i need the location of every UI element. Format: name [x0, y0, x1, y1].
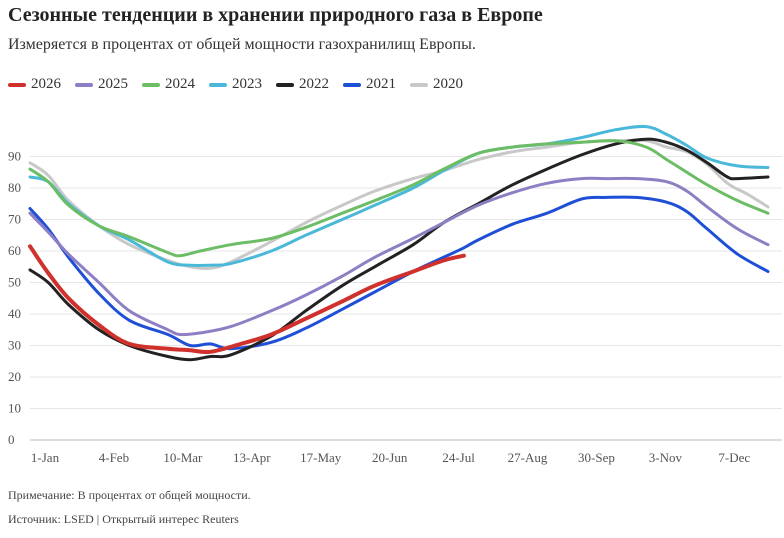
series-line-2022 [28, 137, 770, 362]
legend-label: 2025 [98, 76, 128, 92]
y-tick-label: 20 [8, 369, 21, 384]
y-tick-label: 50 [8, 275, 21, 290]
footnote-note: Примечание: В процентах от общей мощност… [8, 488, 251, 502]
legend-label: 2026 [31, 76, 61, 92]
legend-swatch [276, 82, 294, 87]
x-tick-label: 7-Dec [718, 450, 750, 465]
x-tick-label: 3-Nov [649, 450, 683, 465]
chart-title: Сезонные тенденции в хранении природного… [8, 4, 543, 26]
legend-item-2021: 2021 [343, 76, 396, 93]
legend-label: 2020 [433, 76, 463, 92]
x-tick-label: 20-Jun [372, 450, 408, 465]
legend-swatch [209, 82, 227, 87]
x-tick-label: 13-Apr [233, 450, 271, 465]
series-line-2020 [28, 138, 770, 271]
legend-item-2023: 2023 [209, 76, 262, 93]
y-tick-label: 80 [8, 180, 21, 195]
y-tick-label: 40 [8, 306, 21, 321]
x-tick-label: 1-Jan [31, 450, 60, 465]
x-tick-label: 4-Feb [99, 450, 129, 465]
legend-item-2026: 2026 [8, 76, 61, 93]
y-tick-label: 90 [8, 149, 21, 164]
y-tick-label: 0 [8, 432, 15, 447]
y-tick-label: 10 [8, 401, 21, 416]
series-line-2024 [28, 139, 770, 258]
line-chart: 0 10 20 30 40 50 60 70 80 90 1-Jan 4-Feb 10-Mar 13-Ap… [8, 124, 782, 465]
legend-swatch [142, 82, 160, 87]
x-tick-label: 10-Mar [163, 450, 203, 465]
legend-label: 2023 [232, 76, 262, 92]
legend-item-2020: 2020 [410, 76, 463, 93]
legend-item-2025: 2025 [75, 76, 128, 93]
y-tick-label: 70 [8, 212, 21, 227]
chart-legend: 2026 2025 2024 2023 2022 2021 2020 [8, 76, 477, 93]
x-tick-label: 17-May [300, 450, 342, 465]
y-tick-label: 30 [8, 338, 21, 353]
legend-label: 2024 [165, 76, 195, 92]
x-tick-label: 24-Jul [442, 450, 475, 465]
legend-swatch [75, 82, 93, 87]
x-tick-label: 27-Aug [508, 450, 548, 465]
legend-swatch [8, 82, 26, 87]
chart-subtitle: Измеряется в процентах от общей мощности… [8, 36, 476, 53]
footnote-source: Источник: LSED | Открытый интерес Reuter… [8, 512, 239, 526]
series-line-2023 [28, 124, 770, 267]
legend-item-2022: 2022 [276, 76, 329, 93]
x-tick-label: 30-Sep [578, 450, 615, 465]
legend-label: 2021 [366, 76, 396, 92]
series-line-2025 [28, 176, 770, 337]
legend-label: 2022 [299, 76, 329, 92]
legend-swatch [343, 82, 361, 87]
series-line-2026 [28, 244, 466, 355]
legend-swatch [410, 82, 428, 87]
y-tick-label: 60 [8, 243, 21, 258]
legend-item-2024: 2024 [142, 76, 195, 93]
